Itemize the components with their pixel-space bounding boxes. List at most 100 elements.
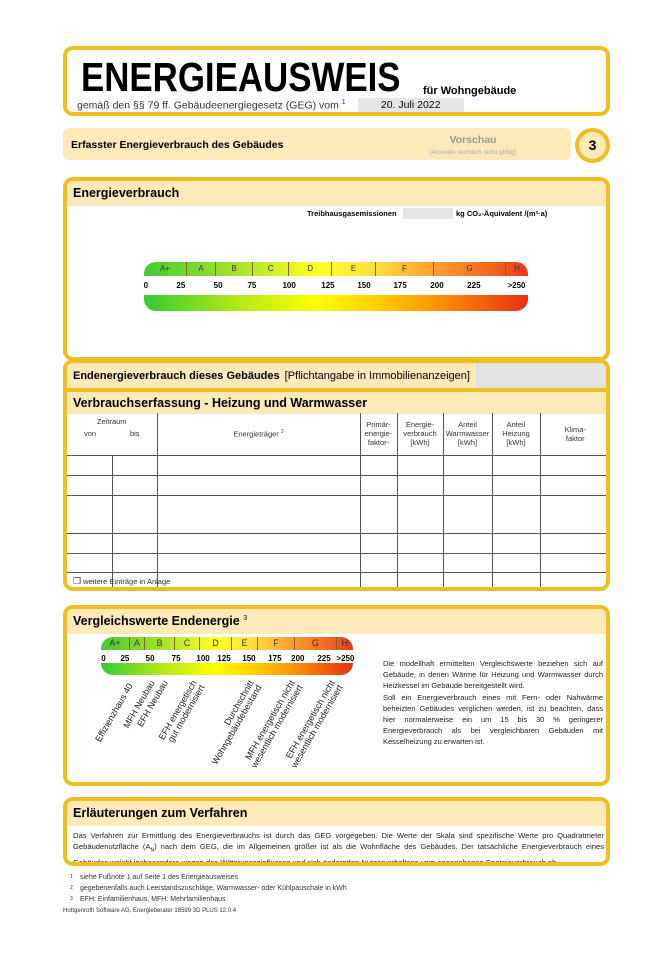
tick-label: 75 [247, 281, 257, 290]
table-cell[interactable] [539, 571, 606, 587]
explanation-text: Das Verfahren zur Ermittlung des Energie… [73, 831, 604, 866]
table-cell[interactable] [111, 532, 158, 554]
table-cell[interactable] [156, 474, 361, 496]
table-cell[interactable] [67, 454, 113, 476]
col-from: von [83, 429, 97, 438]
table-cell[interactable] [491, 494, 541, 534]
table-cell[interactable] [111, 552, 158, 573]
table-cell[interactable] [539, 494, 606, 534]
table-cell[interactable] [396, 454, 444, 476]
energy-consumption-panel: Energieverbrauch Treibhausgasemissionen … [63, 177, 610, 361]
table-cell[interactable] [442, 571, 493, 587]
law-line: gemäß den §§ 79 ff. Gebäudeenergiegesetz… [77, 99, 346, 112]
table-row [67, 532, 606, 554]
consumption-panel: Verbrauchserfassung - Heizung und Warmwa… [63, 388, 610, 591]
col-to: bis [129, 429, 140, 438]
table-cell[interactable] [539, 474, 606, 496]
tick-label: 175 [268, 654, 282, 663]
table-cell[interactable] [359, 454, 398, 476]
table-cell[interactable] [67, 494, 113, 534]
law-row: gemäß den §§ 79 ff. Gebäudeenergiegesetz… [77, 98, 464, 112]
table-cell[interactable] [359, 552, 398, 573]
page-number-badge: 3 [575, 128, 610, 163]
table-cell[interactable] [442, 532, 493, 554]
table-cell[interactable] [491, 552, 541, 573]
table-cell[interactable] [491, 532, 541, 554]
class-d: D [200, 637, 233, 650]
checkbox-icon[interactable]: ❐ [73, 576, 82, 586]
table-cell[interactable] [491, 571, 541, 587]
ghg-label: Treibhausgasemissionen [307, 209, 397, 218]
tick-label: 150 [242, 654, 256, 663]
table-cell[interactable] [491, 454, 541, 476]
class-g: G [434, 262, 507, 276]
class-h: H [514, 264, 520, 273]
tick-label: 100 [196, 654, 210, 663]
table-cell[interactable] [111, 454, 158, 476]
table-cell[interactable] [359, 571, 398, 587]
table-cell[interactable] [396, 571, 444, 587]
table-cell[interactable] [396, 494, 444, 534]
tick-label: 225 [467, 281, 481, 290]
class-b: B [145, 637, 176, 650]
energy-scale: A+ A B C D E F G H 0 25 50 75 100 125 150 175 200 225 >250 [144, 262, 528, 314]
table-cell[interactable] [156, 571, 361, 587]
building-type: für Wohngebäude [423, 85, 517, 97]
consumption-table: Zeitraum von bis Energieträger 2 Primär-ener… [67, 413, 606, 587]
section-bar: Erfasster Energieverbrauch des Gebäudes … [63, 128, 571, 160]
table-cell[interactable] [396, 532, 444, 554]
table-cell[interactable] [442, 474, 493, 496]
tick-label: 50 [145, 654, 155, 663]
explanation-panel: Erläuterungen zum Verfahren Das Verfahre… [63, 797, 610, 866]
table-cell[interactable] [359, 532, 398, 554]
footnote-1: 1 siehe Fußnote 1 auf Seite 1 des Energie… [70, 874, 238, 881]
ghg-value-field [403, 208, 453, 219]
tick-label: 75 [171, 654, 181, 663]
col-climate: Klima-faktor [539, 413, 606, 456]
table-cell[interactable] [111, 494, 158, 534]
final-energy-row: Endenergieverbrauch dieses Gebäudes [Pfl… [67, 363, 606, 390]
table-cell[interactable] [67, 532, 113, 554]
panel-title: Verbrauchserfassung - Heizung und Warmwa… [67, 392, 606, 414]
table-cell[interactable] [156, 494, 361, 534]
tick-label: 175 [393, 281, 407, 290]
class-b: B [216, 262, 254, 276]
class-bar: A+ A B C D E F G H [144, 262, 528, 276]
table-cell[interactable] [156, 552, 361, 573]
table-cell[interactable] [156, 454, 361, 476]
comparison-title: Vergleichswerte Endenergie [73, 614, 240, 628]
class-f: F [258, 637, 296, 650]
class-aplus: A+ [101, 637, 130, 650]
table-row [67, 571, 606, 587]
tick-label: 25 [120, 654, 130, 663]
table-cell[interactable] [442, 494, 493, 534]
table-cell[interactable] [442, 454, 493, 476]
ghg-unit: kg CO₂-Äquivalent /(m²·a) [456, 209, 548, 218]
tick-label: 50 [213, 281, 223, 290]
table-cell[interactable] [442, 552, 493, 573]
table-cell[interactable] [539, 532, 606, 554]
table-cell[interactable] [539, 454, 606, 476]
table-cell[interactable] [67, 552, 113, 573]
col-consumption: Energie-verbrauch [kWh] [396, 413, 444, 456]
panel-title: Erläuterungen zum Verfahren [67, 801, 606, 826]
class-h: H [341, 638, 349, 648]
table-row [67, 552, 606, 573]
footnote-2: 2 gegebenenfalls auch Leerstandszuschläge… [70, 885, 347, 892]
table-cell[interactable] [67, 474, 113, 496]
date-field: 20. Juli 2022 [357, 98, 464, 112]
certificate-header: ENERGIEAUSWEIS für Wohngebäude gemäß den… [63, 46, 610, 116]
table-cell[interactable] [359, 474, 398, 496]
table-row [67, 454, 606, 476]
table-cell[interactable] [111, 474, 158, 496]
table-cell[interactable] [396, 552, 444, 573]
table-cell[interactable] [396, 474, 444, 496]
tick-label: >250 [336, 654, 355, 663]
tick-label: 0 [101, 654, 106, 663]
table-cell[interactable] [156, 532, 361, 554]
footnote-ref: 1 [341, 98, 346, 106]
table-cell[interactable] [539, 552, 606, 573]
final-energy-label: Endenergieverbrauch dieses Gebäudes [73, 370, 280, 382]
table-cell[interactable] [491, 474, 541, 496]
table-cell[interactable] [359, 494, 398, 534]
